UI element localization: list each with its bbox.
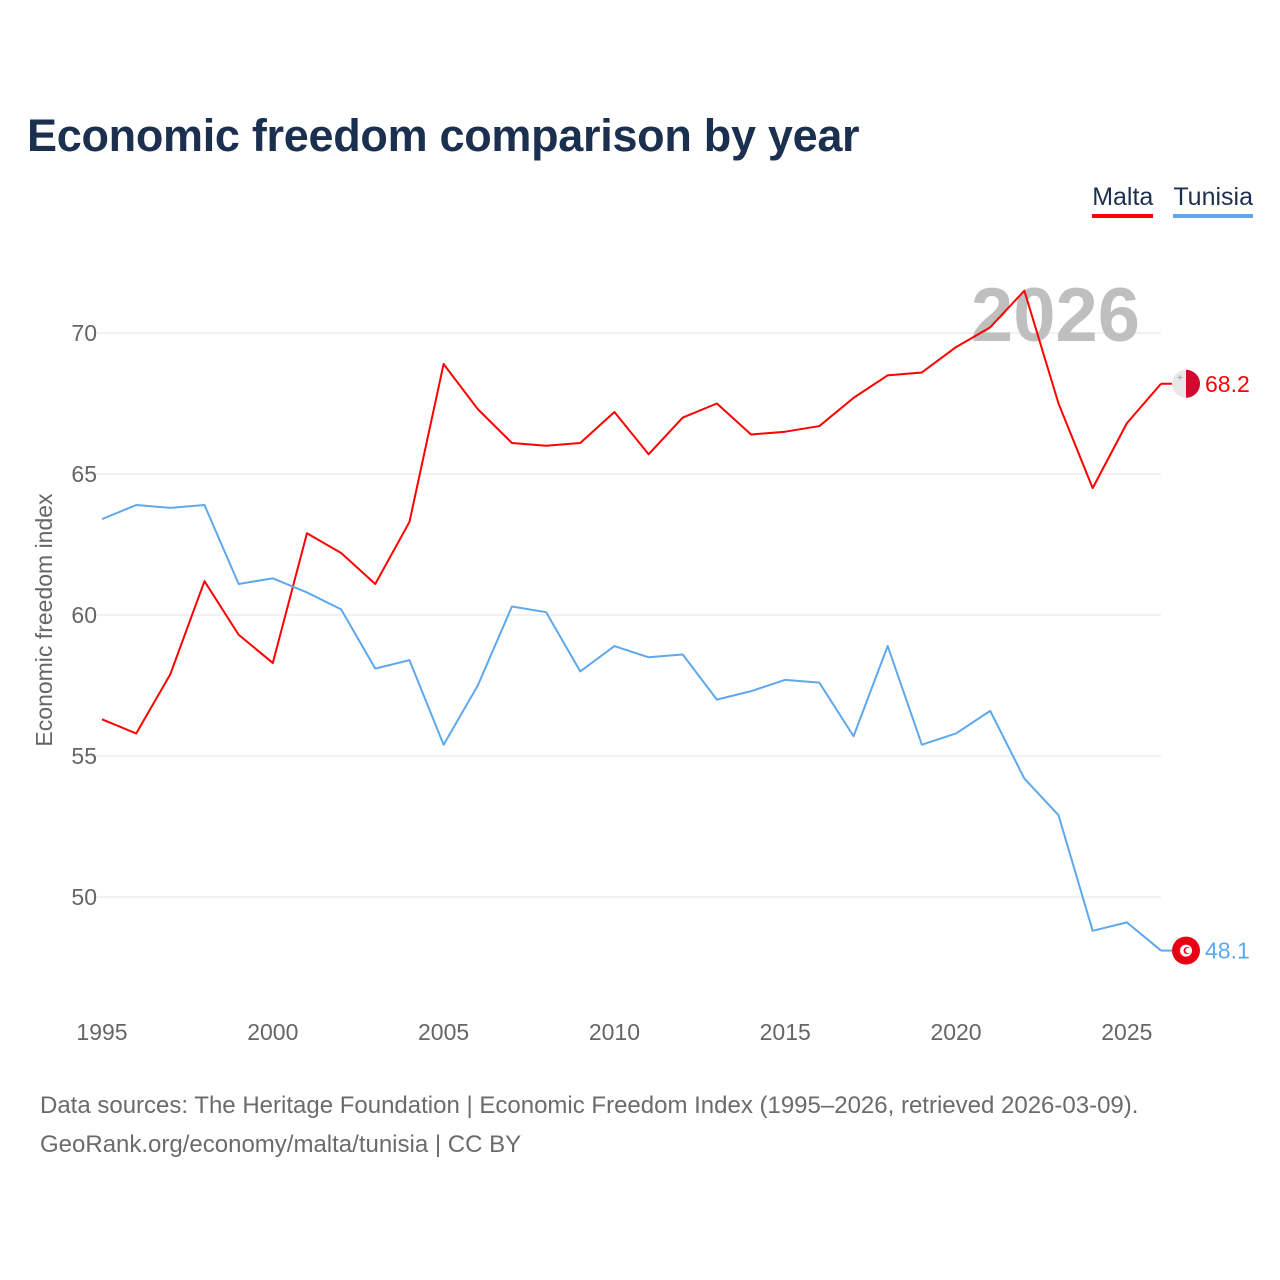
- y-tick-label: 50: [71, 884, 97, 910]
- x-tick-label: 1995: [76, 1019, 127, 1045]
- y-axis-label: Economic freedom index: [31, 493, 57, 747]
- x-tick-label: 2010: [589, 1019, 640, 1045]
- y-tick-label: 70: [71, 320, 97, 346]
- year-watermark: 2026: [971, 273, 1140, 358]
- source-line-1: Data sources: The Heritage Foundation | …: [40, 1092, 1139, 1119]
- y-tick-label: 65: [71, 461, 97, 487]
- chart-title: Economic freedom comparison by year: [27, 110, 860, 161]
- source-line-2[interactable]: GeoRank.org/economy/malta/tunisia | CC B…: [40, 1131, 522, 1158]
- series-line-tunisia: [101, 504, 1162, 952]
- x-tick-label: 2000: [247, 1019, 298, 1045]
- x-tick-label: 2015: [760, 1019, 811, 1045]
- malta-cross-icon: +: [1177, 373, 1183, 384]
- end-value-label-malta: 68.2: [1205, 371, 1250, 397]
- end-value-label-tunisia: 48.1: [1205, 938, 1250, 964]
- legend-item-malta[interactable]: Malta: [1092, 183, 1154, 218]
- legend: Malta Tunisia: [1092, 183, 1253, 218]
- x-tick-label: 2005: [418, 1019, 469, 1045]
- y-tick-label: 60: [71, 602, 97, 628]
- source-note: Data sources: The Heritage Foundation | …: [40, 1086, 1138, 1164]
- legend-item-tunisia[interactable]: Tunisia: [1173, 183, 1253, 218]
- x-tick-label: 2020: [930, 1019, 981, 1045]
- x-tick-label: 2025: [1101, 1019, 1152, 1045]
- malta-flag-red-half: [1186, 369, 1200, 398]
- line-chart: 50 55 60 65 70 1995 2000 2005 2010 2015 2020 2025 Ec…: [31, 273, 1250, 1045]
- series-line-malta: [101, 289, 1162, 735]
- tunisia-crescent-inner: [1185, 947, 1191, 954]
- y-tick-label: 55: [71, 743, 97, 769]
